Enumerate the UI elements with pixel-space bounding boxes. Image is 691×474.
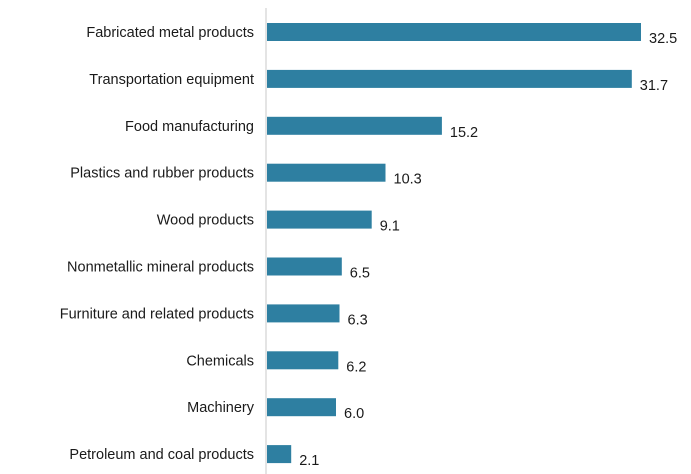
value-label: 6.0 <box>344 406 364 422</box>
bar <box>267 69 632 88</box>
value-label: 31.7 <box>640 78 668 94</box>
category-label: Furniture and related products <box>60 306 254 322</box>
bar <box>267 23 641 41</box>
category-labels-group: Fabricated metal products Transportation … <box>60 25 255 463</box>
value-label: 6.5 <box>350 266 370 282</box>
value-label: 32.5 <box>649 31 677 47</box>
bar <box>267 351 339 370</box>
category-label: Petroleum and coal products <box>69 447 254 463</box>
value-label: 6.3 <box>348 312 368 328</box>
bar <box>267 445 292 464</box>
category-label: Wood products <box>157 213 254 229</box>
category-label: Fabricated metal products <box>86 25 254 41</box>
category-label: Transportation equipment <box>89 72 254 88</box>
bar <box>267 116 442 135</box>
bar <box>267 210 372 229</box>
value-label: 10.3 <box>394 172 422 188</box>
category-label: Plastics and rubber products <box>70 166 254 182</box>
value-label: 9.1 <box>380 219 400 235</box>
category-label: Machinery <box>187 400 255 416</box>
value-label: 2.1 <box>299 453 319 469</box>
category-label: Food manufacturing <box>125 119 254 135</box>
bar <box>267 163 386 182</box>
bar <box>267 398 336 417</box>
category-label: Nonmetallic mineral products <box>67 260 254 276</box>
category-label: Chemicals <box>186 353 254 369</box>
value-label: 15.2 <box>450 125 478 141</box>
value-labels-group: 32.5 31.7 15.2 10.3 9.1 6.5 6.3 6.2 6.0 2.1 <box>299 31 677 469</box>
bar <box>267 257 342 276</box>
value-label: 6.2 <box>346 359 366 375</box>
bar <box>267 304 340 323</box>
bars-group <box>267 23 641 464</box>
